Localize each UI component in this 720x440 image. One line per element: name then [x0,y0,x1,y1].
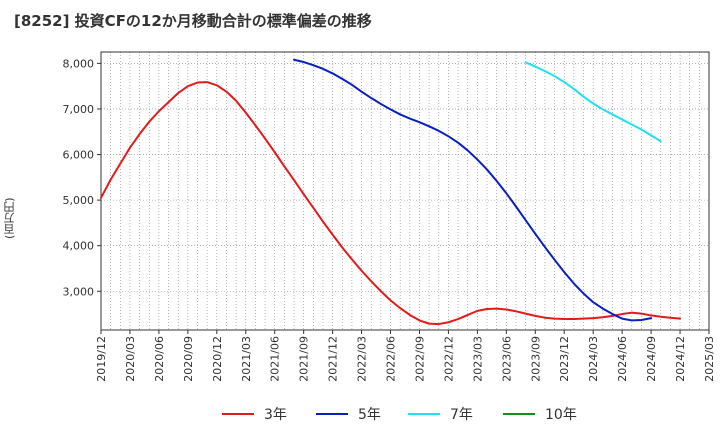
y-tick-label: 4,000 [63,240,95,253]
series-lines [100,58,682,326]
x-tick-label: 2022/03 [356,336,369,382]
x-tick-label: 2020/03 [124,336,137,382]
x-tick-label: 2020/12 [211,336,224,382]
x-tick-label: 2024/12 [674,336,687,382]
x-tick-label: 2020/06 [153,336,166,382]
y-tick-label: 7,000 [63,103,95,116]
y-tick-label: 5,000 [63,194,95,207]
y-tick-label: 6,000 [63,149,95,162]
x-tick-label: 2024/03 [587,336,600,382]
x-tick-label: 2024/06 [616,336,629,382]
x-tick-label: 2021/12 [327,336,340,382]
x-tick-label: 2021/09 [298,336,311,382]
x-tick-label: 2023/06 [500,336,513,382]
x-tick-label: 2023/09 [529,336,542,382]
series-line-0 [100,81,682,326]
legend-label: 10年 [545,407,577,423]
plot-frame [100,51,710,331]
x-tick-label: 2022/06 [385,336,398,382]
legend: 3年 5年 7年 10年 [222,407,577,423]
x-tick-label: 2024/09 [645,336,658,382]
y-axis: 3,000 4,000 5,000 6,000 7,000 8,000 [63,57,101,298]
y-tick-label: 8,000 [63,57,95,70]
x-tick-label: 2023/03 [471,336,484,382]
series-line-1 [293,58,653,322]
x-tick-label: 2025/03 [703,336,716,382]
x-tick-label: 2021/06 [269,336,282,382]
chart-title: [8252] 投資CFの12か月移動合計の標準偏差の推移 [14,12,372,30]
x-tick-label: 2023/12 [558,336,571,382]
legend-label: 7年 [450,407,473,423]
x-tick-label: 2019/12 [95,336,108,382]
x-tick-label: 2022/12 [442,336,455,382]
series-line-2 [524,61,662,143]
grid [101,52,709,330]
x-axis: 2019/12 2020/03 2020/06 2020/09 2020/12 2021/… [95,330,716,382]
legend-label: 5年 [358,407,381,423]
x-tick-label: 2020/09 [182,336,195,382]
x-tick-label: 2021/03 [240,336,253,382]
x-tick-label: 2022/09 [413,336,426,382]
legend-label: 3年 [264,407,287,423]
y-tick-label: 3,000 [63,285,95,298]
